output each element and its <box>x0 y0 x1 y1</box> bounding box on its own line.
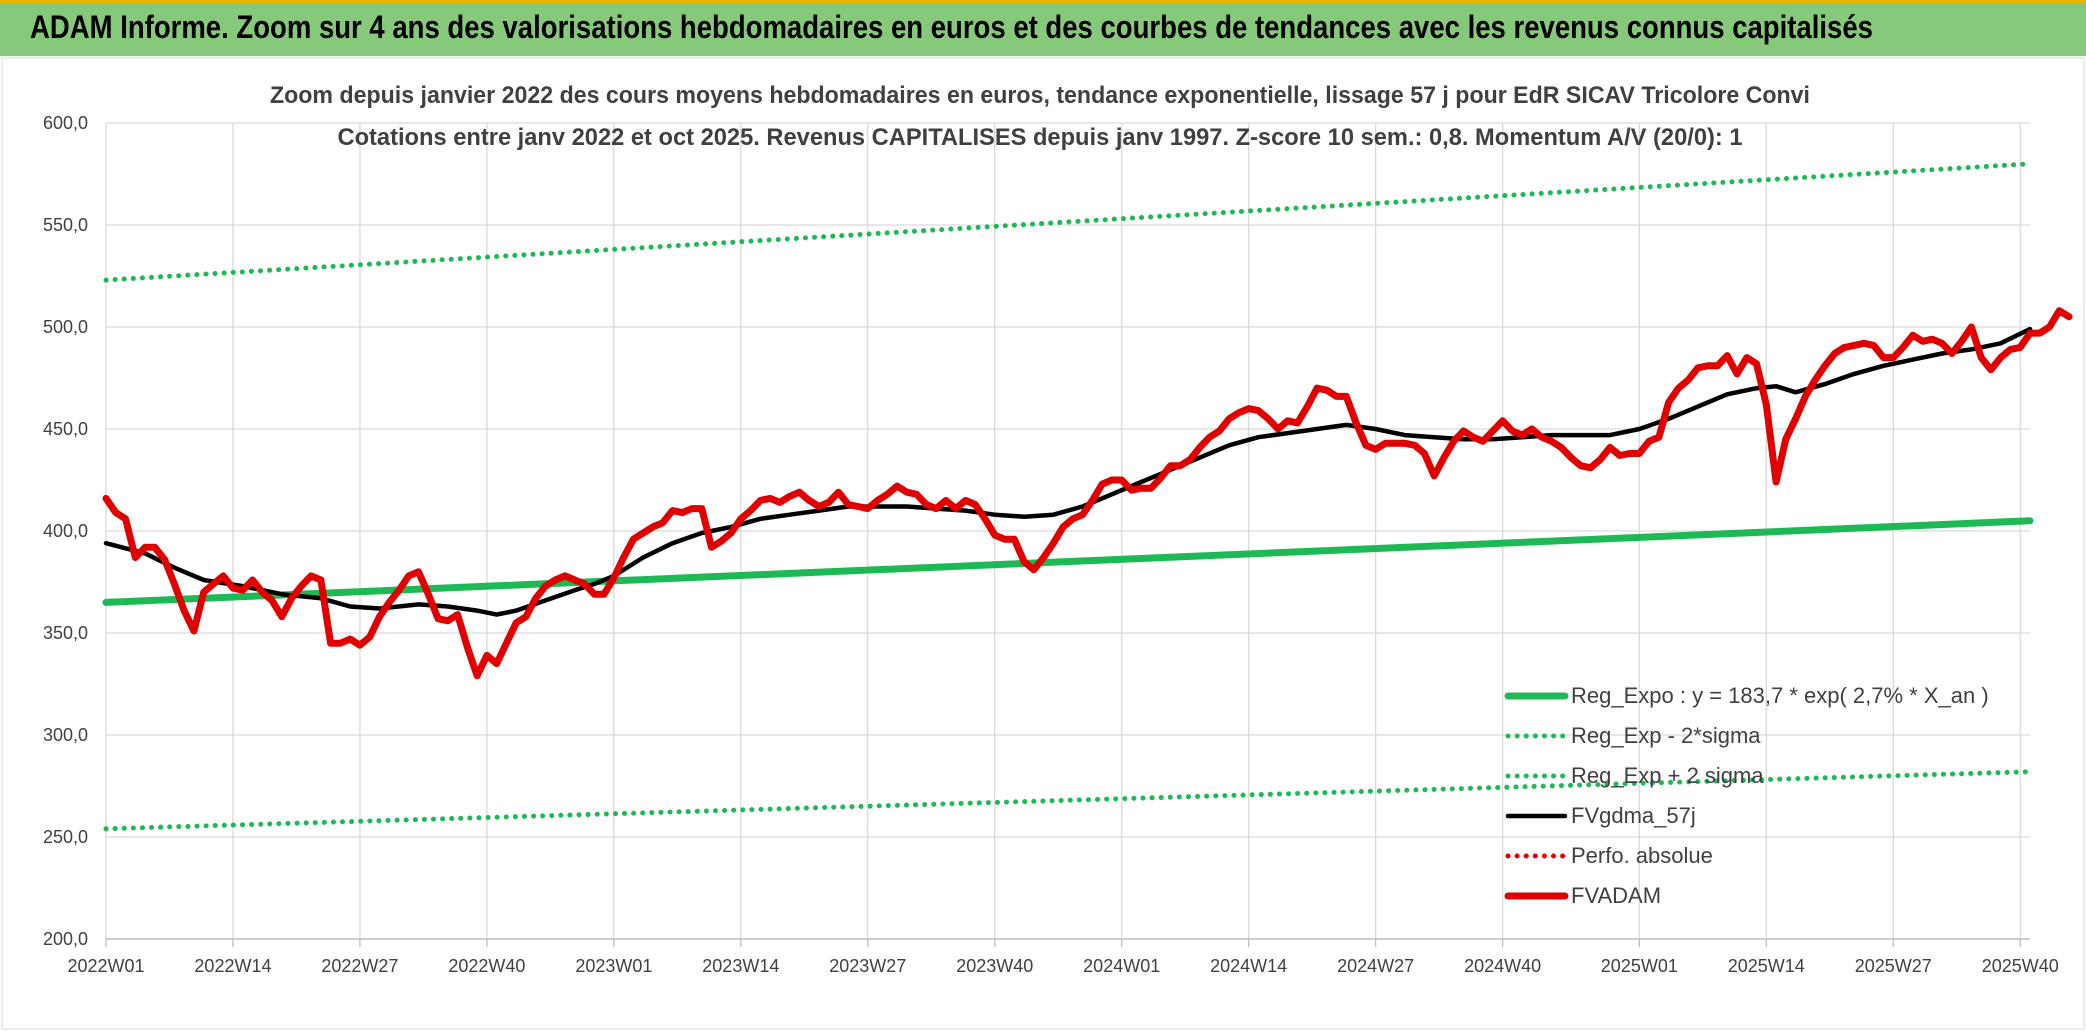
y-tick-label: 200,0 <box>43 929 88 949</box>
series-line <box>102 307 2073 680</box>
chart-border <box>1 57 2085 1030</box>
y-tick-label: 550,0 <box>43 215 88 235</box>
grid-lines <box>105 122 2030 940</box>
legend-label: FVgdma_57j <box>1571 803 1696 828</box>
x-tick-label: 2025W27 <box>1855 956 1932 976</box>
y-tick-label: 400,0 <box>43 521 88 541</box>
chart-subtitle: Cotations entre janv 2022 et oct 2025. R… <box>338 124 1743 151</box>
y-tick-label: 600,0 <box>43 113 88 133</box>
x-tick-label: 2022W14 <box>194 956 271 976</box>
chart-title: Zoom depuis janvier 2022 des cours moyen… <box>270 82 1810 109</box>
legend-label: Reg_Exp - 2*sigma <box>1571 723 1761 748</box>
x-tick-label: 2024W27 <box>1337 956 1414 976</box>
x-tick-label: 2023W01 <box>575 956 652 976</box>
x-tick-label: 2024W14 <box>1210 956 1287 976</box>
legend: Reg_Expo : y = 183,7 * exp( 2,7% * X_an … <box>1504 683 1989 908</box>
x-tick-label: 2024W40 <box>1464 956 1541 976</box>
legend-label: Reg_Expo : y = 183,7 * exp( 2,7% * X_an … <box>1571 683 1989 708</box>
chart-area: 200,0 250,0 300,0 350,0 400,0 450,0 500,0 550,0… <box>0 56 2086 1031</box>
x-tick-label: 2022W40 <box>448 956 525 976</box>
line-chart: 200,0 250,0 300,0 350,0 400,0 450,0 500,0 550,0… <box>1 57 2085 1030</box>
x-tick-label: 2025W01 <box>1601 956 1678 976</box>
series <box>102 161 2073 832</box>
x-tick-label: 2025W14 <box>1728 956 1805 976</box>
legend-label: Reg_Exp + 2 sigma <box>1571 763 1764 788</box>
legend-label: Perfo. absolue <box>1571 843 1713 868</box>
x-tick-label: 2022W01 <box>67 956 144 976</box>
series-line <box>103 161 2033 283</box>
legend-label: FVADAM <box>1571 883 1661 908</box>
chart-titles: Zoom depuis janvier 2022 des cours moyen… <box>270 82 1810 151</box>
x-tick-label: 2023W14 <box>702 956 779 976</box>
y-tick-label: 500,0 <box>43 317 88 337</box>
banner-title: ADAM Informe. Zoom sur 4 ans des valoris… <box>30 9 1873 45</box>
y-tick-label: 450,0 <box>43 419 88 439</box>
y-tick-label: 250,0 <box>43 827 88 847</box>
y-tick-label: 300,0 <box>43 725 88 745</box>
y-tick-label: 350,0 <box>43 623 88 643</box>
x-tick-label: 2025W40 <box>1982 956 2059 976</box>
banner: ADAM Informe. Zoom sur 4 ans des valoris… <box>0 0 2086 56</box>
axes: 200,0 250,0 300,0 350,0 400,0 450,0 500,0 550,0… <box>43 113 2059 976</box>
x-tick-label: 2023W27 <box>829 956 906 976</box>
series-line <box>103 769 2033 832</box>
x-tick-label: 2024W01 <box>1083 956 1160 976</box>
x-tick-label: 2022W27 <box>321 956 398 976</box>
series-line <box>103 326 2033 617</box>
x-tick-label: 2023W40 <box>956 956 1033 976</box>
